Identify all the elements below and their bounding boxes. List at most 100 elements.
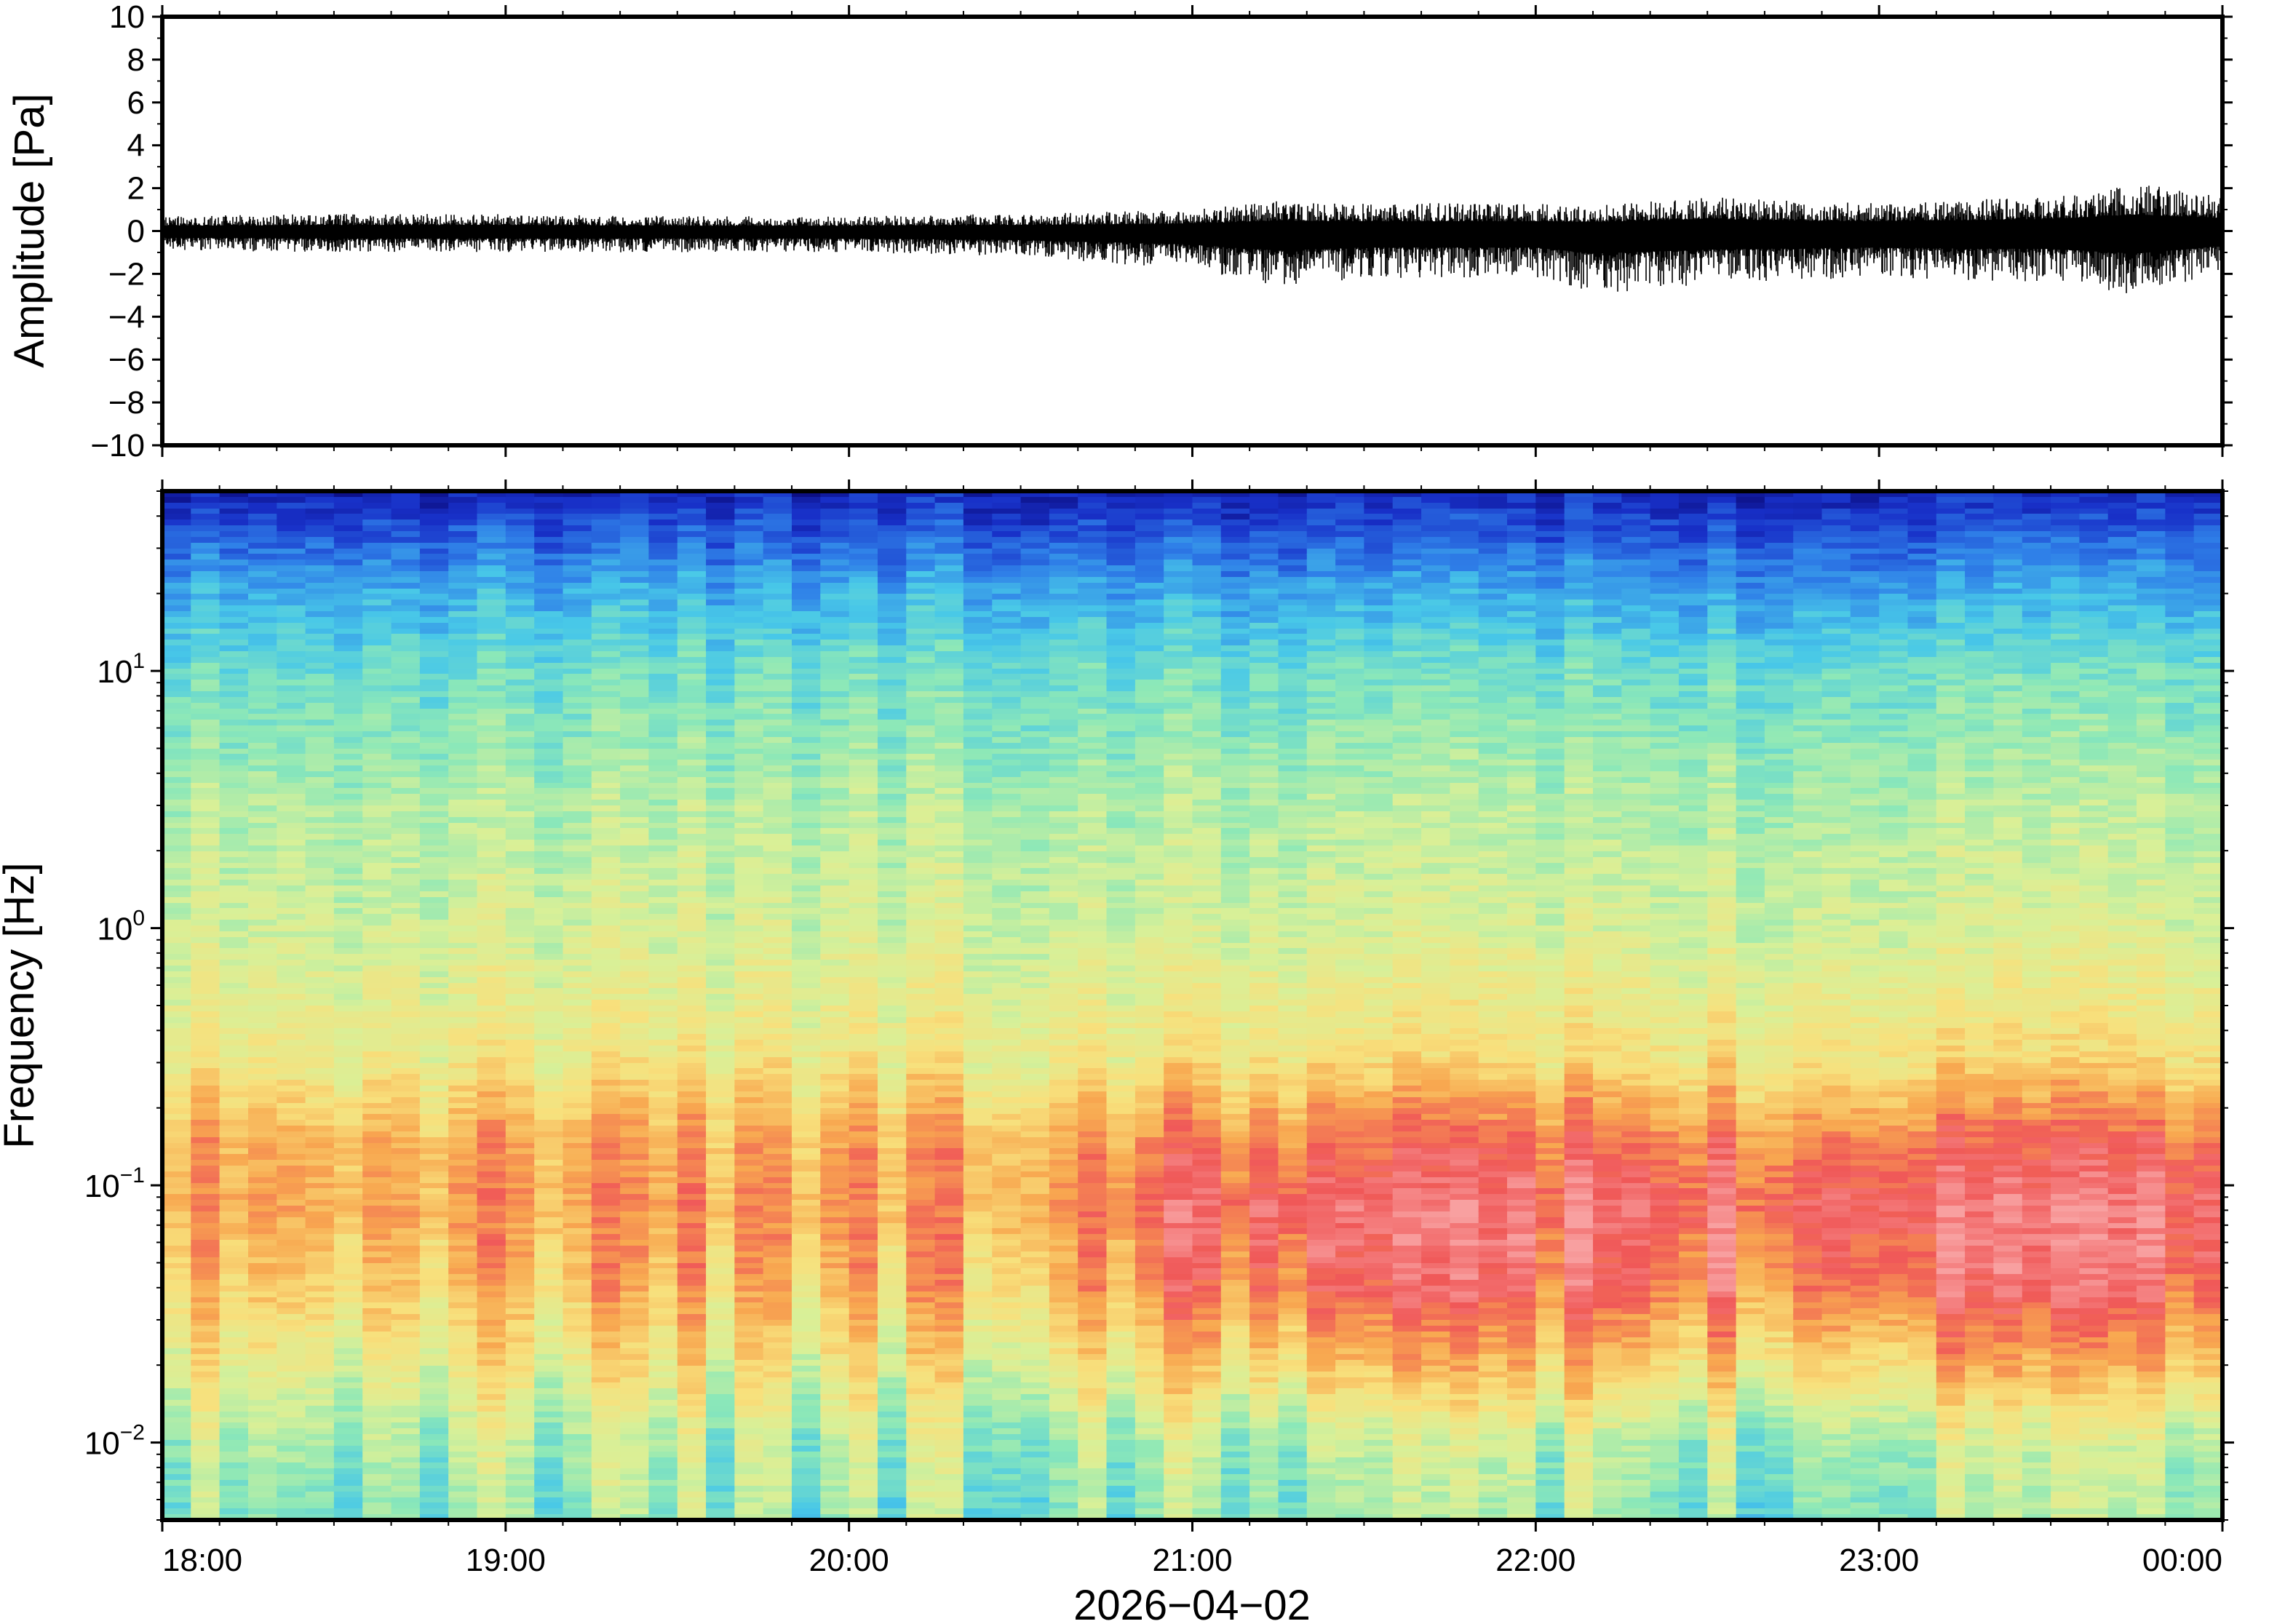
spectrogram-cell [763,1428,792,1435]
spectrogram-cell [277,1354,306,1361]
spectrogram-cell [219,577,249,584]
spectrogram-cell [849,1068,878,1075]
spectrogram-cell [763,771,792,778]
spectrogram-cell [820,1063,850,1069]
spectrogram-cell [792,1108,822,1115]
spectrogram-cell [448,691,478,698]
spectrogram-cell [419,589,450,594]
spectrogram-cell [820,634,850,640]
spectrogram-cell [505,651,536,658]
spectrogram-cell [191,1354,220,1361]
spectrogram-cell [391,1126,421,1132]
spectrogram-cell [219,1462,249,1469]
spectrogram-cell [219,1194,249,1201]
spectrogram-cell [878,714,907,720]
spectrogram-cell [391,1046,421,1052]
spectrogram-cell [706,765,736,772]
spectrogram-cell [792,1302,822,1309]
spectrogram-cell [391,1068,421,1075]
spectrogram-cell [419,983,450,989]
spectrogram-cell [849,1497,878,1503]
spectrogram-cell [792,885,822,892]
spectrogram-cell [591,640,621,646]
spectrogram-cell [591,1268,621,1275]
spectrogram-cell [620,1097,650,1104]
spectrogram-cell [591,920,621,926]
spectrogram-cell [763,1434,792,1441]
spectrogram-cell [792,669,822,674]
spectrogram-cell [648,1034,678,1040]
spectrogram-cell [792,1086,822,1092]
spectrogram-cell [906,783,936,789]
spectrogram-cell [792,503,822,509]
spectrogram-cell [248,1091,278,1098]
spectrogram-cell [505,583,536,589]
spectrogram-cell [677,1200,707,1206]
spectrogram-cell [191,594,220,600]
spectrogram-cell [878,1440,907,1446]
spectrogram-cell [648,1074,678,1080]
spectrogram-cell [333,868,364,875]
spectrogram-cell [878,1486,907,1492]
spectrogram-cell [734,851,764,858]
spectrogram-cell [563,1023,592,1029]
spectrogram-cell [820,880,850,886]
spectrogram-cell [277,1394,306,1401]
spectrogram-cell [763,1091,792,1098]
spectrogram-cell [648,1183,678,1189]
spectrogram-cell [906,1314,936,1321]
spectrogram-cell [505,657,536,664]
spectrogram-cell [706,868,736,875]
spectrogram-cell [792,954,822,960]
spectrogram-cell [391,1342,421,1349]
spectrogram-cell [534,1246,564,1252]
spectrogram-cell [591,1502,621,1509]
spectrogram-cell [906,994,936,1000]
spectrogram-cell [505,1114,536,1121]
spectrogram-cell [362,1452,392,1458]
spectrogram-cell [191,743,220,749]
spectrogram-cell [333,1211,364,1218]
spectrogram-cell [620,1206,650,1212]
spectrogram-cell [534,1040,564,1046]
spectrogram-cell [505,509,536,514]
spectrogram-cell [591,1091,621,1098]
spectrogram-cell [419,977,450,984]
spectrogram-cell [277,908,306,915]
spectrogram-cell [734,1234,764,1241]
spectrogram-cell [906,617,936,624]
spectrogram-cell [591,1046,621,1052]
spectrogram-cell [419,685,450,692]
spectrogram-cell [648,1023,678,1029]
spectrogram-cell [162,1446,192,1452]
spectrogram-cell [677,703,707,709]
spectrogram-cell [505,783,536,789]
spectrogram-cell [792,754,822,760]
spectrogram-cell [591,623,621,629]
spectrogram-cell [162,685,192,692]
spectrogram-cell [448,1200,478,1206]
spectrogram-cell [391,880,421,886]
spectrogram-cell [333,966,364,972]
spectrogram-cell [391,720,421,726]
spectrogram-cell [248,845,278,852]
spectrogram-cell [391,1422,421,1429]
spectrogram-cell [248,1223,278,1229]
spectrogram-cell [534,1406,564,1412]
spectrogram-cell [534,760,564,766]
spectrogram-cell [591,1131,621,1138]
spectrogram-cell [620,651,650,658]
spectrogram-cell [849,1228,878,1235]
spectrogram-cell [792,1360,822,1366]
spectrogram-cell [563,1091,592,1098]
spectrogram-cell [849,594,878,600]
spectrogram-cell [734,931,764,938]
spectrogram-cell [591,1474,621,1481]
spectrogram-cell [219,1337,249,1343]
spectrogram-cell [677,583,707,589]
spectrogram-cell [419,1006,450,1012]
spectrogram-cell [477,926,506,932]
spectrogram-cell [505,1342,536,1349]
spectrogram-cell [277,1348,306,1355]
spectrogram-cell [534,605,564,612]
